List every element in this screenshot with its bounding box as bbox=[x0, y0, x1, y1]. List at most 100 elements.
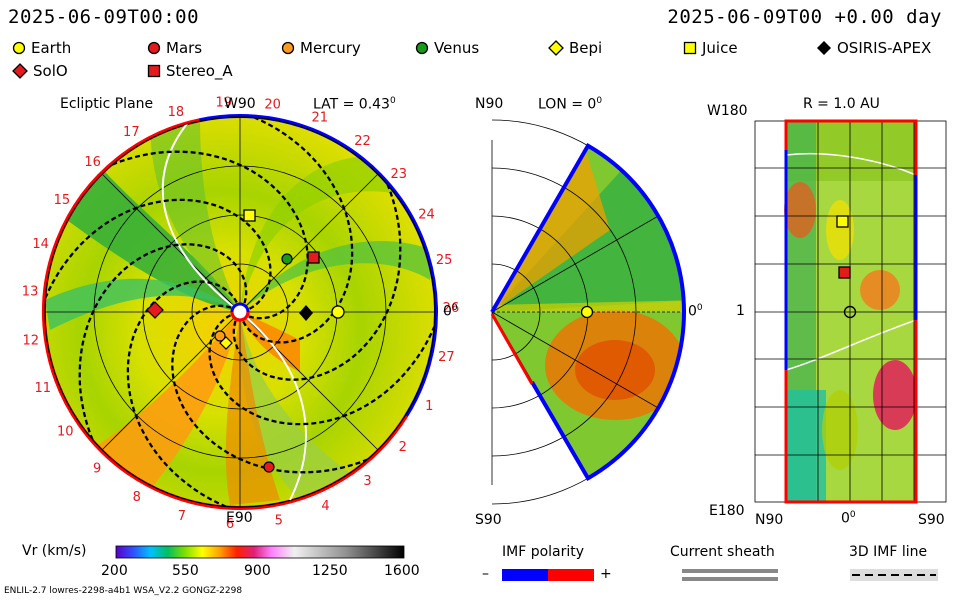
carrington-label: 10 bbox=[57, 424, 74, 439]
imf-spiral-line bbox=[126, 280, 247, 507]
legend-label: Venus bbox=[434, 39, 480, 57]
imf-spiral-line bbox=[78, 243, 248, 460]
carrington-label: 7 bbox=[178, 509, 186, 524]
circle-marker-icon bbox=[281, 41, 295, 55]
legend-label: Bepi bbox=[569, 39, 603, 57]
legend-label: Juice bbox=[702, 39, 738, 57]
earth-marker-meridional bbox=[580, 305, 594, 319]
circle-marker-icon bbox=[415, 41, 429, 55]
imf-spiral-lines bbox=[45, 117, 435, 507]
carrington-label: 8 bbox=[133, 490, 141, 505]
legend-osiris-apex: OSIRIS-APEX bbox=[816, 39, 931, 57]
map-x-left-label: N90 bbox=[755, 512, 784, 528]
legend-juice: Juice bbox=[683, 39, 738, 57]
carrington-label: 23 bbox=[390, 167, 407, 182]
imf-plus-label: + bbox=[600, 566, 612, 582]
carrington-label: 1 bbox=[425, 399, 433, 414]
earth-marker-map bbox=[843, 305, 857, 319]
carrington-label: 2 bbox=[399, 440, 407, 455]
stereo-a-marker bbox=[307, 251, 320, 264]
carrington-label: 17 bbox=[123, 125, 140, 140]
ecliptic-right-label: 00 bbox=[443, 303, 458, 320]
current-sheath-label: Current sheath bbox=[670, 544, 775, 560]
carrington-label: 3 bbox=[363, 474, 371, 489]
imf-spiral-line bbox=[92, 150, 309, 320]
carrington-label: 27 bbox=[438, 350, 455, 365]
juice-marker bbox=[243, 209, 256, 222]
mars-marker bbox=[263, 461, 275, 473]
carrington-label: 9 bbox=[93, 461, 101, 476]
carrington-label: 16 bbox=[84, 155, 101, 170]
colorbar-tick: 200 bbox=[101, 563, 128, 579]
carrington-label: 14 bbox=[32, 237, 49, 252]
imf-spiral-line bbox=[232, 164, 402, 381]
carrington-label: 26 bbox=[443, 301, 460, 316]
square-marker-icon bbox=[683, 41, 697, 55]
model-footer: ENLIL-2.7 lowres-2298-a4b1 WSA_V2.2 GONG… bbox=[4, 586, 243, 596]
speed-colorbar bbox=[115, 545, 405, 559]
carrington-label: 22 bbox=[354, 134, 371, 149]
circle-marker-icon bbox=[12, 41, 26, 55]
legend-label: Stereo_A bbox=[166, 62, 233, 80]
map-x-mid-label: 00 bbox=[841, 510, 856, 527]
ecliptic-top-label: W90 bbox=[224, 96, 256, 112]
legend-label: OSIRIS-APEX bbox=[837, 39, 932, 57]
mercury-marker bbox=[214, 330, 226, 342]
imf-polarity-label: IMF polarity bbox=[502, 544, 585, 560]
colorbar-tick: 550 bbox=[172, 563, 199, 579]
diamond-marker-icon bbox=[817, 41, 831, 55]
ecliptic-bottom-label: E90 bbox=[226, 510, 253, 526]
ecliptic-lat: LAT = 0.430 bbox=[313, 96, 396, 113]
legend-bepi: Bepi bbox=[548, 39, 602, 57]
imf-spiral-line bbox=[208, 305, 435, 426]
carrington-label: 20 bbox=[264, 98, 281, 113]
map-mid-left-label: 1 bbox=[736, 303, 745, 319]
osiris-apex-marker bbox=[299, 305, 313, 321]
legend-label: SolO bbox=[33, 62, 68, 80]
carrington-label: 18 bbox=[168, 105, 185, 120]
imf-spiral-line bbox=[45, 198, 272, 319]
colorbar-label: Vr (km/s) bbox=[22, 543, 87, 559]
carrington-label: 5 bbox=[275, 513, 283, 528]
carrington-label: 25 bbox=[436, 253, 453, 268]
map-title: R = 1.0 AU bbox=[803, 96, 880, 112]
solo-marker bbox=[146, 301, 164, 319]
legend-earth: Earth bbox=[12, 39, 71, 57]
meridional-top-label: N90 bbox=[475, 96, 504, 112]
latlon-map bbox=[754, 119, 947, 504]
legend-label: Mercury bbox=[300, 39, 361, 57]
diamond-marker-icon bbox=[548, 40, 564, 56]
imf3d-label: 3D IMF line bbox=[849, 544, 928, 560]
carrington-label: 13 bbox=[22, 285, 39, 300]
square-marker-icon bbox=[147, 64, 161, 78]
meridional-plot bbox=[490, 119, 686, 505]
legend-stereo-a: Stereo_A bbox=[147, 62, 233, 80]
carrington-label: 12 bbox=[23, 334, 40, 349]
legend-solo: SolO bbox=[12, 62, 68, 80]
venus-marker bbox=[281, 253, 293, 265]
colorbar-tick: 1250 bbox=[312, 563, 348, 579]
current-sheath-swatch bbox=[682, 569, 778, 573]
diamond-marker-icon bbox=[12, 63, 28, 79]
carrington-label: 15 bbox=[54, 193, 71, 208]
imf-minus-label: – bbox=[482, 566, 489, 582]
legend-venus: Venus bbox=[415, 39, 479, 57]
colorbar-tick: 1600 bbox=[384, 563, 420, 579]
time-right: 2025-06-09T00 +0.00 day bbox=[667, 6, 942, 28]
map-bottom-left-label: E180 bbox=[709, 503, 745, 519]
ecliptic-bodies bbox=[146, 209, 345, 473]
imf-spiral-line bbox=[233, 117, 354, 344]
imf-spiral-line bbox=[171, 304, 388, 474]
carrington-label: 6 bbox=[226, 517, 234, 532]
stereo-a-marker-map bbox=[838, 266, 851, 279]
meridional-right-label: 00 bbox=[688, 303, 703, 320]
carrington-label: 4 bbox=[321, 499, 329, 514]
current-sheath-lines bbox=[161, 119, 307, 501]
carrington-label: 11 bbox=[34, 381, 51, 396]
legend-mars: Mars bbox=[147, 39, 202, 57]
legend-mercury: Mercury bbox=[281, 39, 361, 57]
time-left: 2025-06-09T00:00 bbox=[8, 6, 200, 28]
